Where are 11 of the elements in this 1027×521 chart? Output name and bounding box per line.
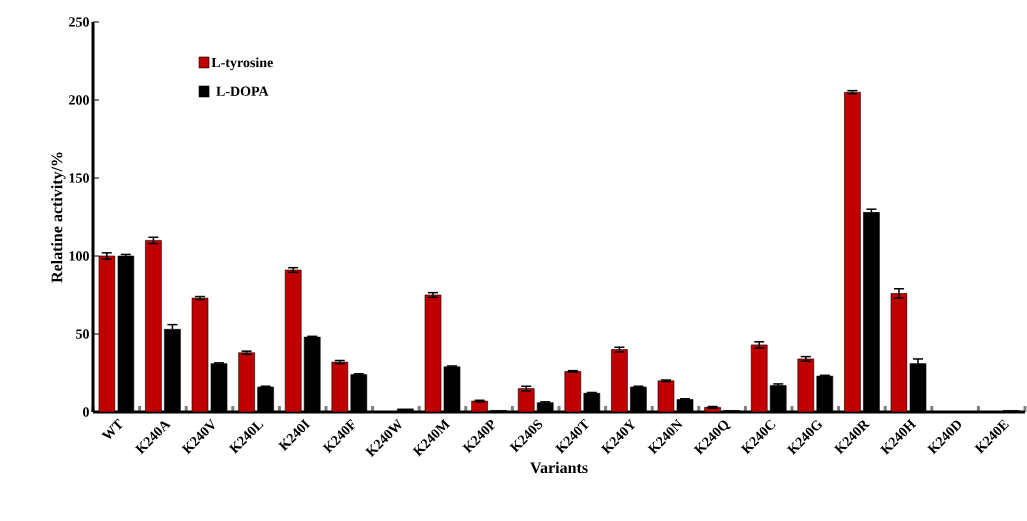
y-tick-label: 50 <box>76 329 89 339</box>
y-axis-title: Relatine activity/% <box>51 152 66 283</box>
y-tick-label: 0 <box>83 407 89 417</box>
x-axis-title: Variants <box>530 461 588 474</box>
y-tick-label: 200 <box>69 95 89 105</box>
legend-label: L-tyrosine <box>211 57 273 71</box>
y-tick-label: 250 <box>69 17 89 27</box>
y-tick-label: 100 <box>69 251 89 261</box>
x-tick-label: WT <box>101 418 123 439</box>
legend-label: L-DOPA <box>216 86 269 97</box>
y-tick-label: 150 <box>69 173 89 183</box>
